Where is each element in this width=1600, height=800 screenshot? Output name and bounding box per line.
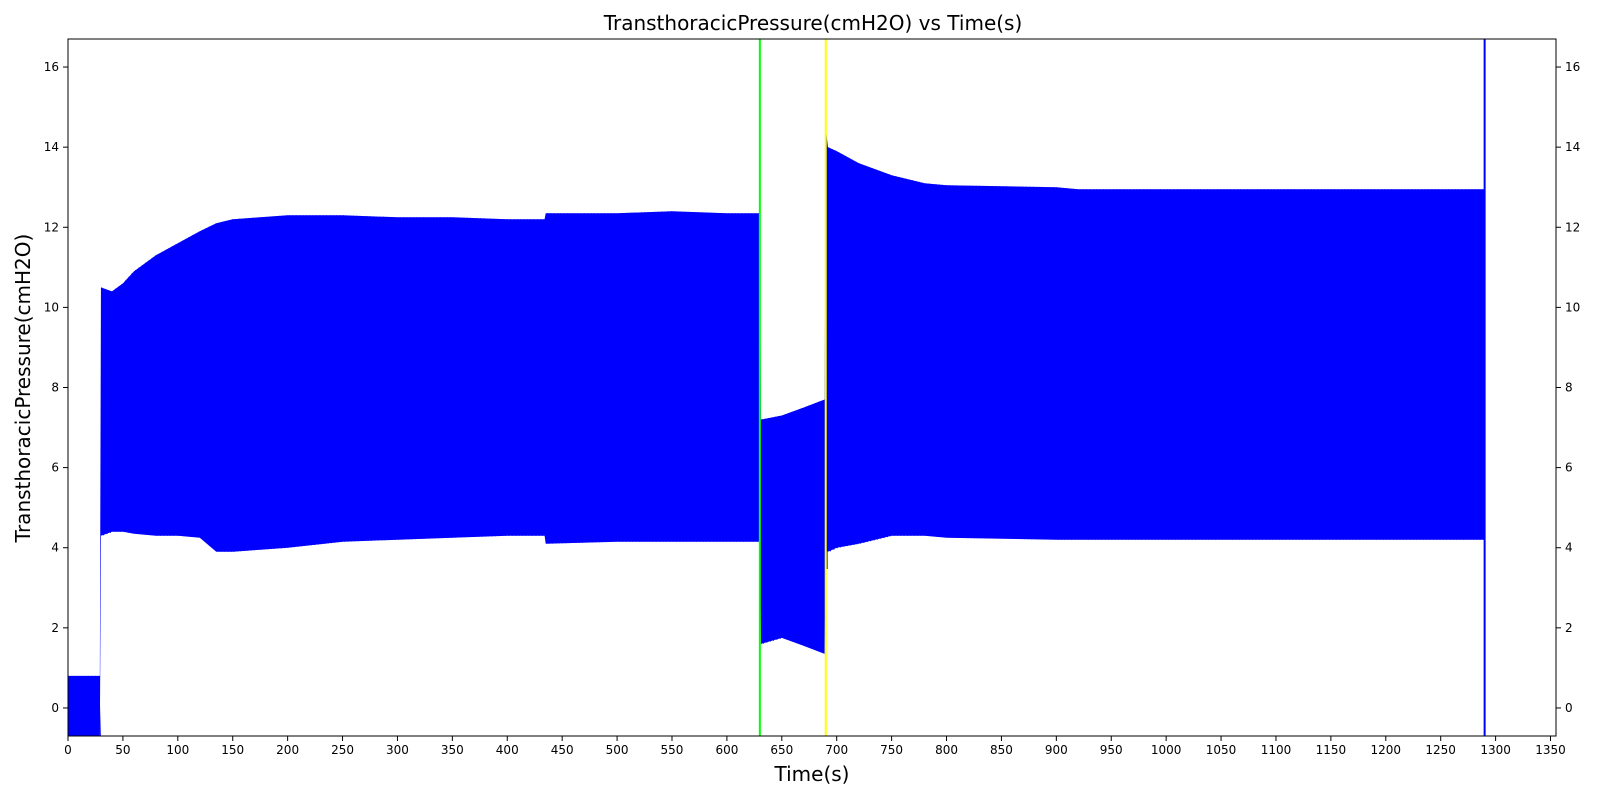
- x-tick-label: 1200: [1371, 743, 1402, 757]
- x-tick-label: 900: [1045, 743, 1068, 757]
- y-tick-label-right: 0: [1565, 701, 1573, 715]
- y-tick-label-left: 12: [44, 220, 59, 234]
- y-tick-label-right: 8: [1565, 381, 1573, 395]
- y-axis-label: TransthoracicPressure(cmH2O): [11, 234, 35, 544]
- y-tick-label-right: 2: [1565, 621, 1573, 635]
- x-tick-label: 600: [715, 743, 738, 757]
- series-0-oscillations: [68, 147, 1485, 737]
- x-tick-label: 1050: [1206, 743, 1237, 757]
- plot-area: [68, 39, 1486, 737]
- x-tick-label: 550: [661, 743, 684, 757]
- x-tick-label: 450: [551, 743, 574, 757]
- x-tick-label: 1350: [1535, 743, 1566, 757]
- y-tick-label-right: 16: [1565, 60, 1580, 74]
- y-tick-label-left: 6: [51, 461, 59, 475]
- x-tick-label: 850: [990, 743, 1013, 757]
- series-0-line: [68, 147, 1485, 737]
- x-tick-label: 300: [386, 743, 409, 757]
- y-tick-label-right: 4: [1565, 541, 1573, 555]
- x-axis: 0 50 100 150 200 250 300 350 400 450 500 550 600 650 7…: [64, 736, 1566, 757]
- x-tick-label: 700: [825, 743, 848, 757]
- y-tick-label-left: 2: [51, 621, 59, 635]
- y-tick-label-left: 8: [51, 381, 59, 395]
- y-tick-label-right: 10: [1565, 300, 1580, 314]
- x-tick-label: 1000: [1151, 743, 1182, 757]
- x-tick-label: 0: [64, 743, 72, 757]
- y-tick-label-left: 14: [44, 140, 59, 154]
- y-tick-label-left: 10: [44, 300, 59, 314]
- y-tick-label-right: 14: [1565, 140, 1580, 154]
- x-tick-label: 1150: [1316, 743, 1347, 757]
- x-tick-label: 350: [441, 743, 464, 757]
- x-tick-label: 1300: [1480, 743, 1511, 757]
- y-axis-right: 0 2 4 6 8 10 12 14 16: [1556, 60, 1580, 715]
- y-tick-label-right: 6: [1565, 461, 1573, 475]
- y-tick-label-left: 0: [51, 701, 59, 715]
- y-tick-label-left: 16: [44, 60, 59, 74]
- x-tick-label: 150: [221, 743, 244, 757]
- x-tick-label: 500: [606, 743, 629, 757]
- x-tick-label: 950: [1100, 743, 1123, 757]
- x-tick-label: 750: [880, 743, 903, 757]
- x-tick-label: 650: [770, 743, 793, 757]
- x-tick-label: 200: [276, 743, 299, 757]
- x-tick-label: 50: [115, 743, 130, 757]
- y-tick-label-left: 4: [51, 541, 59, 555]
- x-tick-label: 1250: [1425, 743, 1456, 757]
- x-tick-label: 1100: [1261, 743, 1292, 757]
- x-axis-label: Time(s): [774, 762, 850, 786]
- x-tick-label: 100: [166, 743, 189, 757]
- x-tick-label: 400: [496, 743, 519, 757]
- x-tick-label: 800: [935, 743, 958, 757]
- x-tick-label: 250: [331, 743, 354, 757]
- y-axis-left: 0 2 4 6 8 10 12 14 16: [44, 60, 68, 715]
- y-tick-label-right: 12: [1565, 220, 1580, 234]
- chart-title: TransthoracicPressure(cmH2O) vs Time(s): [603, 11, 1023, 35]
